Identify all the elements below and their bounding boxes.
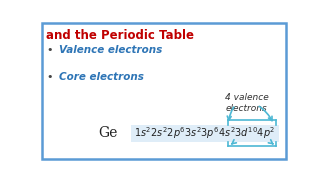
Text: and the Periodic Table: and the Periodic Table xyxy=(46,29,194,42)
Text: Valence electrons: Valence electrons xyxy=(59,45,162,55)
Text: 4 valence
electrons: 4 valence electrons xyxy=(225,93,269,113)
FancyBboxPatch shape xyxy=(132,125,279,142)
Text: Core electrons: Core electrons xyxy=(59,72,143,82)
Text: $1s^{2}2s^{2}2p^{6}3s^{2}3p^{6}4s^{2}3d^{10}4p^{2}$: $1s^{2}2s^{2}2p^{6}3s^{2}3p^{6}4s^{2}3d^… xyxy=(134,125,276,141)
Text: •: • xyxy=(46,72,53,82)
Text: Ge: Ge xyxy=(99,126,118,140)
Text: •: • xyxy=(46,45,53,55)
